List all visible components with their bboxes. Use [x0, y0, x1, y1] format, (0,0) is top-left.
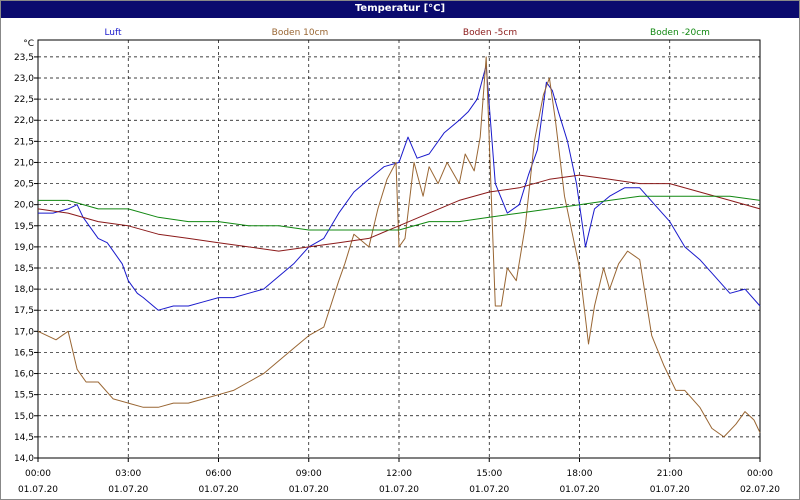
y-tick-label: 22,5 — [14, 95, 34, 105]
series-line-luft — [38, 64, 761, 311]
y-tick-label: 14,5 — [14, 433, 34, 443]
y-tick-label: 21,5 — [14, 137, 34, 147]
legend-entry: Boden -20cm — [650, 28, 710, 38]
x-tick-date-label: 01.07.20 — [18, 485, 58, 495]
y-tick-label: 23,5 — [14, 53, 34, 63]
y-tick-label: 20,5 — [14, 180, 34, 190]
x-tick-time-label: 18:00 — [567, 469, 593, 479]
y-tick-label: 20,0 — [14, 201, 34, 211]
x-tick-date-label: 01.07.20 — [289, 485, 329, 495]
y-tick-label: 19,5 — [14, 222, 34, 232]
y-tick-label: 22,0 — [14, 116, 34, 126]
y-tick-label: 17,0 — [14, 327, 34, 337]
chart-title: Temperatur [°C] — [354, 3, 446, 14]
x-tick-time-label: 03:00 — [115, 469, 141, 479]
x-tick-date-label: 01.07.20 — [559, 485, 599, 495]
series-lines — [37, 56, 761, 438]
x-tick-time-label: 00:00 — [747, 469, 773, 479]
x-tick-time-label: 15:00 — [476, 469, 502, 479]
y-tick-label: 16,0 — [14, 370, 34, 380]
legend: Luft Boden 10cm Boden -5cm Boden -20cm — [104, 28, 710, 38]
y-tick-label: 15,5 — [14, 391, 34, 401]
y-tick-label: 14,0 — [14, 454, 34, 464]
x-tick-date-label: 02.07.20 — [740, 485, 780, 495]
y-tick-label: 21,0 — [14, 158, 34, 168]
legend-entry: Luft — [104, 28, 122, 38]
y-tick-label: 19,0 — [14, 243, 34, 253]
y-tick-label: 17,5 — [14, 306, 34, 316]
x-tick-time-label: 12:00 — [386, 469, 412, 479]
x-tick-date-label: 01.07.20 — [650, 485, 690, 495]
y-tick-label: 23,0 — [14, 74, 34, 84]
legend-entry: Boden -5cm — [463, 28, 517, 38]
chart-title-bar — [0, 0, 800, 18]
series-line-boden-10cm — [37, 56, 761, 438]
x-tick-time-label: 06:00 — [206, 469, 232, 479]
x-tick-time-label: 21:00 — [657, 469, 683, 479]
x-tick-date-label: 01.07.20 — [198, 485, 238, 495]
series-line-boden-20cm — [38, 195, 761, 231]
y-tick-label: 15,0 — [14, 412, 34, 422]
x-tick-date-label: 01.07.20 — [379, 485, 419, 495]
y-axis-label: °C — [23, 39, 34, 49]
legend-entry: Boden 10cm — [272, 28, 329, 38]
x-tick-date-label: 01.07.20 — [469, 485, 509, 495]
y-tick-label: 18,0 — [14, 285, 34, 295]
y-tick-label: 16,5 — [14, 348, 34, 358]
series-line-boden-5cm — [37, 174, 761, 252]
x-tick-time-label: 00:00 — [25, 469, 51, 479]
y-tick-label: 18,5 — [14, 264, 34, 274]
x-tick-time-label: 09:00 — [296, 469, 322, 479]
axes: 14,0 14,5 15,0 15,5 16,0 16,5 17,0 17,5 18,0 18,5… — [14, 39, 780, 495]
x-tick-date-label: 01.07.20 — [108, 485, 148, 495]
